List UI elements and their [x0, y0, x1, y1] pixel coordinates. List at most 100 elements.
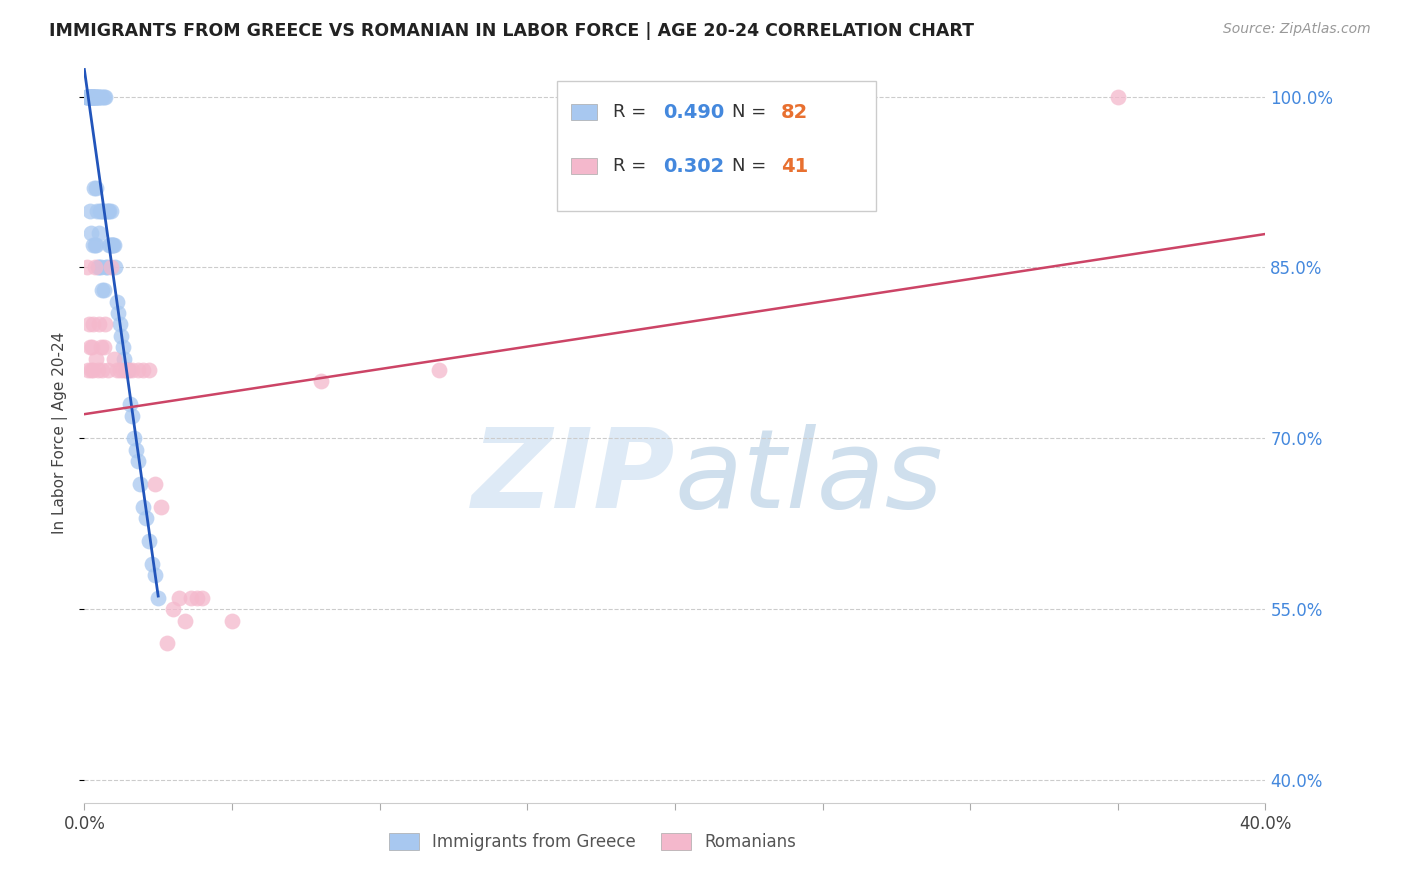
FancyBboxPatch shape: [557, 81, 876, 211]
Text: 0.490: 0.490: [664, 103, 724, 121]
Legend: Immigrants from Greece, Romanians: Immigrants from Greece, Romanians: [382, 826, 803, 857]
Point: [127, 363, 149, 377]
Point: [82, 363, 104, 377]
Point: [129, 476, 152, 491]
Point: [93, 340, 115, 354]
Text: 0.302: 0.302: [664, 157, 724, 176]
Point: [117, 363, 139, 377]
Point: [91, 283, 114, 297]
Point: [80, 89, 103, 103]
Point: [121, 409, 143, 423]
Point: [79, 89, 101, 103]
Point: [89, 203, 111, 218]
Point: [148, 591, 170, 605]
Point: [156, 636, 179, 650]
Point: [104, 260, 127, 275]
Text: N =: N =: [731, 103, 772, 121]
Point: [107, 306, 129, 320]
Point: [94, 89, 117, 103]
Point: [141, 557, 163, 571]
Point: [138, 533, 160, 548]
Point: [98, 237, 121, 252]
Point: [90, 89, 112, 103]
Point: [120, 397, 142, 411]
Text: Source: ZipAtlas.com: Source: ZipAtlas.com: [1223, 22, 1371, 37]
Point: [112, 351, 135, 366]
Point: [80, 227, 103, 241]
Point: [82, 89, 104, 103]
Point: [108, 318, 131, 332]
Point: [143, 476, 166, 491]
Point: [110, 328, 132, 343]
Point: [79, 89, 101, 103]
Point: [101, 237, 124, 252]
Point: [87, 227, 110, 241]
Point: [91, 89, 114, 103]
Point: [79, 203, 101, 218]
Point: [83, 89, 105, 103]
Point: [103, 237, 125, 252]
Point: [84, 89, 107, 103]
Point: [105, 294, 128, 309]
Point: [90, 340, 112, 354]
Point: [82, 89, 104, 103]
Point: [84, 237, 107, 252]
Point: [83, 237, 105, 252]
Point: [162, 602, 184, 616]
Point: [93, 89, 115, 103]
Point: [138, 363, 160, 377]
Point: [132, 500, 155, 514]
Point: [97, 363, 120, 377]
Point: [105, 363, 128, 377]
Point: [83, 89, 105, 103]
Point: [103, 351, 125, 366]
Point: [84, 89, 107, 103]
Point: [84, 351, 107, 366]
FancyBboxPatch shape: [571, 103, 598, 120]
Point: [83, 89, 105, 103]
Point: [127, 454, 149, 468]
Point: [103, 237, 125, 252]
Point: [98, 203, 121, 218]
Point: [77, 363, 100, 377]
Point: [167, 591, 190, 605]
Point: [84, 180, 107, 194]
Point: [94, 260, 117, 275]
Text: 41: 41: [782, 157, 808, 176]
Point: [90, 203, 112, 218]
FancyBboxPatch shape: [571, 158, 598, 174]
Point: [191, 591, 214, 605]
Point: [87, 260, 111, 275]
Point: [143, 568, 166, 582]
Point: [97, 237, 120, 252]
Point: [82, 318, 104, 332]
Point: [76, 89, 98, 103]
Point: [79, 89, 101, 103]
Point: [86, 203, 108, 218]
Point: [86, 89, 108, 103]
Point: [87, 89, 111, 103]
Point: [83, 180, 105, 194]
Point: [135, 511, 157, 525]
Point: [82, 237, 104, 252]
Text: IMMIGRANTS FROM GREECE VS ROMANIAN IN LABOR FORCE | AGE 20-24 CORRELATION CHART: IMMIGRANTS FROM GREECE VS ROMANIAN IN LA…: [49, 22, 974, 40]
Point: [83, 260, 105, 275]
Point: [100, 260, 122, 275]
Point: [186, 591, 208, 605]
Point: [309, 375, 332, 389]
Text: ZIP: ZIP: [471, 424, 675, 531]
Point: [80, 89, 103, 103]
Point: [173, 614, 195, 628]
Point: [111, 363, 134, 377]
Point: [108, 363, 131, 377]
Point: [79, 340, 101, 354]
Point: [80, 340, 103, 354]
Point: [96, 203, 118, 218]
Point: [77, 318, 100, 332]
Point: [114, 363, 136, 377]
Point: [132, 363, 155, 377]
Point: [91, 363, 114, 377]
Point: [100, 203, 122, 218]
Point: [76, 89, 98, 103]
Point: [80, 89, 103, 103]
